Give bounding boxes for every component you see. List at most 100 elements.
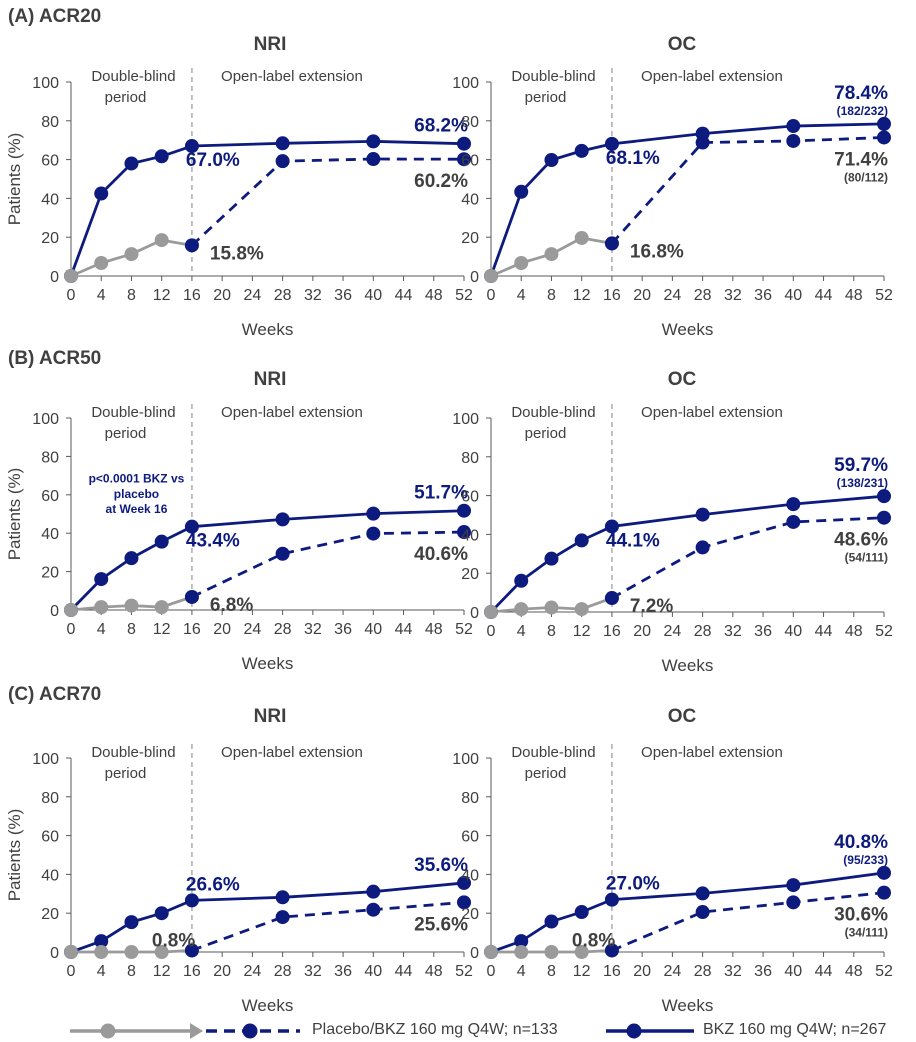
p3-series-2-point — [877, 510, 891, 525]
p2-x-tick-label: 28 — [274, 621, 292, 638]
p3-series-0-point — [877, 489, 891, 504]
p3-data-label-count-1: (138/231) — [837, 476, 888, 490]
p4-series-0-point — [154, 906, 169, 921]
p0-y-tick-label: 20 — [41, 230, 59, 247]
p2-series-line-2 — [191, 530, 465, 599]
p0-series-0-point — [457, 136, 471, 151]
p2-x-tick-label: 4 — [97, 621, 106, 638]
p5-x-tick-label: 24 — [663, 963, 681, 980]
p2-series-0-point — [154, 534, 169, 549]
p0-y-tick-label: 0 — [50, 269, 59, 286]
p5-data-label-0: 27.0% — [606, 874, 660, 895]
p1-series-2-point — [695, 135, 710, 150]
p0-data-label-0: 67.0% — [186, 150, 240, 171]
p1-open-label-label: Open-label extension — [641, 68, 783, 85]
p0-x-tick-label: 28 — [274, 287, 292, 304]
p4-open-label-label: Open-label extension — [221, 744, 363, 761]
p4-data-label-2: 25.6% — [414, 914, 468, 935]
p4-series-1-point — [94, 945, 109, 959]
p5-series-0-point — [786, 878, 801, 893]
p3-data-label-2: 48.6% — [834, 530, 888, 551]
p0-series-line-0 — [69, 139, 465, 277]
p1-y-tick-label: 0 — [470, 269, 479, 286]
p1-double-blind-label: Double-blind — [511, 68, 595, 85]
p3-y-tick-label: 40 — [461, 527, 479, 544]
p0-y-tick-label: 100 — [32, 75, 59, 92]
p4-data-label-0: 26.6% — [186, 874, 240, 895]
p1-series-1-point — [574, 230, 589, 245]
p4-y-tick-label: 60 — [41, 829, 59, 846]
p1-y-tick-label: 100 — [452, 75, 479, 92]
p3-series-1-point — [544, 600, 559, 615]
p4-x-tick-label: 40 — [364, 963, 382, 980]
p5-x-tick-label: 48 — [845, 963, 863, 980]
p1-x-tick-label: 16 — [603, 287, 621, 304]
p2-pvalue-note-line: placebo — [114, 487, 159, 501]
p1-x-tick-label: 12 — [573, 287, 591, 304]
p1-x-tick-label: 36 — [754, 287, 772, 304]
p2-series-2-point — [275, 546, 290, 561]
p2-x-tick-label: 44 — [395, 621, 413, 638]
p3-double-blind-label: Double-blind — [511, 404, 595, 421]
p4-data-label-3: 0.8% — [152, 930, 195, 951]
p4-x-tick-label: 16 — [183, 963, 201, 980]
p5-series-line-2 — [611, 891, 885, 952]
p0-series-2-point — [457, 152, 471, 167]
p4-x-tick-label: 32 — [304, 963, 322, 980]
p5-y-tick-label: 60 — [461, 829, 479, 846]
p2-x-tick-label: 32 — [304, 621, 322, 638]
p4-x-tick-label: 8 — [127, 963, 136, 980]
p0-x-tick-label: 0 — [67, 287, 76, 304]
p4-y-tick-label: 40 — [41, 867, 59, 884]
p1-series-2-point — [604, 236, 619, 251]
p1-series-0-point — [574, 143, 589, 158]
p2-y-tick-label: 100 — [32, 411, 59, 428]
p4-x-tick-label: 4 — [97, 963, 106, 980]
p1-series-2-point — [877, 130, 891, 145]
p1-x-tick-label: 4 — [517, 287, 526, 304]
p1-y-tick-label: 20 — [461, 230, 479, 247]
p0-y-tick-label: 60 — [41, 153, 59, 170]
p3-series-2-point — [695, 540, 710, 555]
p5-series-2-point — [877, 885, 891, 900]
p4-double-blind-label-line2: period — [105, 765, 147, 782]
panel-title-a-nri: NRI — [253, 34, 287, 55]
panel-title-a-oc: OC — [667, 34, 697, 55]
p1-y-tick-label: 80 — [461, 114, 479, 131]
p2-series-0-point — [94, 572, 109, 587]
p2-x-tick-label: 0 — [67, 621, 76, 638]
p3-y-tick-label: 80 — [461, 450, 479, 467]
p4-y-axis-label: Patients (%) — [5, 809, 24, 902]
p2-series-0-point — [457, 503, 471, 518]
p3-series-0-point — [695, 507, 710, 522]
p4-series-0-point — [124, 915, 139, 930]
p3-x-tick-label: 0 — [487, 623, 496, 640]
p0-x-tick-label: 48 — [425, 287, 443, 304]
p2-x-tick-label: 36 — [334, 621, 352, 638]
p3-x-tick-label: 32 — [724, 623, 742, 640]
legend-arrow-icon — [190, 1023, 203, 1039]
p1-x-tick-label: 44 — [815, 287, 833, 304]
p5-x-tick-label: 36 — [754, 963, 772, 980]
p3-data-label-count-2: (54/111) — [845, 551, 888, 565]
p0-x-tick-label: 32 — [304, 287, 322, 304]
p3-series-2-point — [786, 514, 801, 529]
p0-series-1-point — [154, 233, 169, 248]
p0-x-tick-label: 44 — [395, 287, 413, 304]
p1-y-tick-label: 40 — [461, 191, 479, 208]
section-title-acr20: (A) ACR20 — [8, 6, 102, 27]
p0-series-2-point — [275, 154, 290, 169]
p1-double-blind-label-line2: period — [525, 89, 567, 106]
p0-x-tick-label: 24 — [243, 287, 261, 304]
p4-y-tick-label: 0 — [50, 945, 59, 962]
p2-x-tick-label: 40 — [364, 621, 382, 638]
p5-x-tick-label: 8 — [547, 963, 556, 980]
p3-x-axis-label: Weeks — [662, 656, 714, 675]
p3-y-tick-label: 60 — [461, 489, 479, 506]
p0-x-tick-label: 36 — [334, 287, 352, 304]
p3-y-tick-label: 0 — [470, 605, 479, 622]
p5-data-label-3: 0.8% — [572, 930, 615, 951]
p0-series-0-point — [366, 134, 381, 149]
p4-x-tick-label: 12 — [153, 963, 171, 980]
p3-series-0-point — [514, 573, 529, 588]
